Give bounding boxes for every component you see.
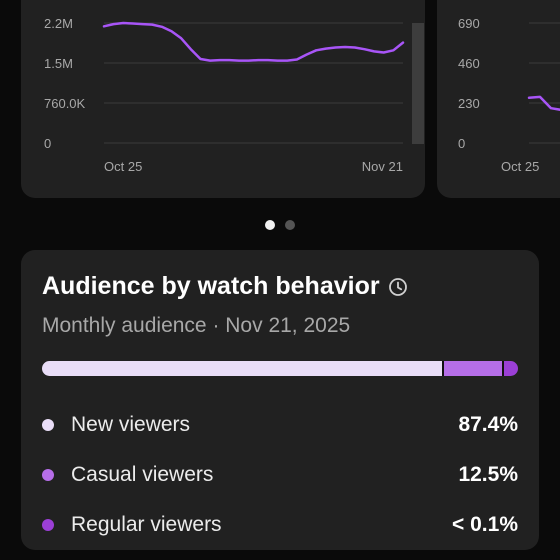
second-chart-card[interactable]: 690 460 230 0 Oct 25 bbox=[437, 0, 560, 198]
y-tick-label: 760.0K bbox=[44, 96, 86, 111]
y-tick-label: 1.5M bbox=[44, 56, 73, 71]
audience-stacked-bar bbox=[42, 361, 518, 376]
legend-row: Casual viewers 12.5% bbox=[42, 450, 518, 500]
pager-dot[interactable] bbox=[285, 220, 295, 230]
bar-divider bbox=[502, 361, 504, 376]
bar-segment bbox=[42, 361, 442, 376]
y-tick-label: 690 bbox=[458, 16, 480, 31]
audience-subtitle: Monthly audience · Nov 21, 2025 bbox=[42, 314, 351, 337]
legend-dot bbox=[42, 419, 54, 431]
audience-title-row: Audience by watch behavior bbox=[42, 272, 408, 301]
audience-legend: New viewers 87.4% Casual viewers 12.5% Regul… bbox=[42, 400, 518, 550]
audience-title: Audience by watch behavior bbox=[42, 272, 380, 300]
legend-row: Regular viewers < 0.1% bbox=[42, 500, 518, 550]
legend-label: Casual viewers bbox=[71, 463, 214, 486]
series-line bbox=[102, 21, 405, 62]
legend-label: Regular viewers bbox=[71, 513, 222, 536]
views-chart-card[interactable]: 2.2M 1.5M 760.0K 0 Oct 25 Nov 21 bbox=[21, 0, 425, 198]
y-tick-label: 2.2M bbox=[44, 16, 73, 31]
y-tick-label: 0 bbox=[458, 136, 465, 151]
x-tick-label: Nov 21 bbox=[362, 159, 403, 174]
carousel-pager bbox=[0, 220, 560, 230]
y-tick-label: 0 bbox=[44, 136, 51, 151]
legend-value: < 0.1% bbox=[452, 513, 518, 536]
legend-dot bbox=[42, 469, 54, 481]
bar-divider bbox=[442, 361, 444, 376]
legend-value: 87.4% bbox=[458, 413, 518, 436]
pager-dot[interactable] bbox=[265, 220, 275, 230]
bar-segment bbox=[444, 361, 502, 376]
audience-card: Audience by watch behavior Monthly audie… bbox=[21, 250, 539, 550]
clock-icon[interactable] bbox=[388, 277, 408, 297]
chart-scrubber[interactable] bbox=[412, 23, 424, 144]
legend-dot bbox=[42, 519, 54, 531]
x-tick-label: Oct 25 bbox=[501, 159, 539, 174]
legend-value: 12.5% bbox=[458, 463, 518, 486]
views-line-chart: 2.2M 1.5M 760.0K 0 Oct 25 Nov 21 bbox=[44, 16, 405, 174]
second-line-chart: 690 460 230 0 Oct 25 bbox=[458, 16, 560, 174]
y-tick-label: 230 bbox=[458, 96, 480, 111]
series-line bbox=[527, 95, 560, 111]
x-tick-label: Oct 25 bbox=[104, 159, 142, 174]
legend-label: New viewers bbox=[71, 413, 191, 436]
legend-row: New viewers 87.4% bbox=[42, 400, 518, 450]
y-tick-label: 460 bbox=[458, 56, 480, 71]
bar-segment bbox=[504, 361, 518, 376]
